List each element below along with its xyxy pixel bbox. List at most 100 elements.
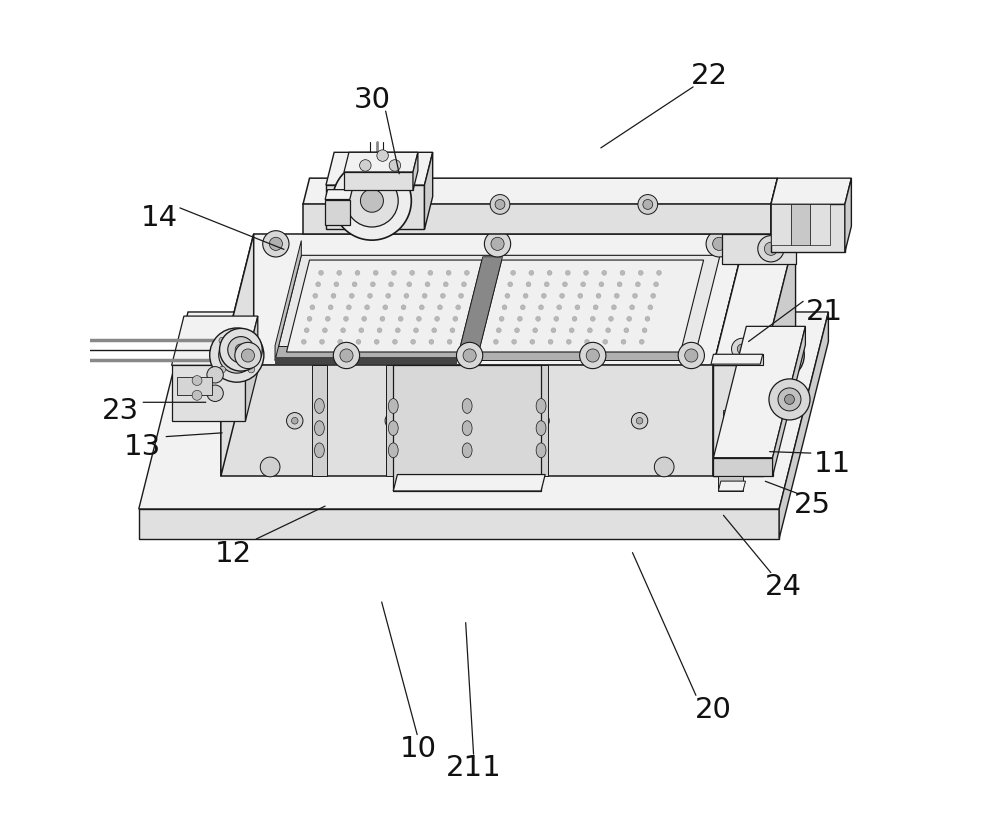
Circle shape — [307, 316, 312, 321]
Circle shape — [453, 369, 463, 379]
Circle shape — [578, 293, 583, 298]
Polygon shape — [221, 365, 713, 476]
Circle shape — [764, 242, 777, 255]
Circle shape — [511, 270, 516, 275]
Circle shape — [785, 395, 794, 405]
Circle shape — [255, 415, 264, 425]
Circle shape — [651, 293, 656, 298]
Circle shape — [334, 282, 339, 287]
Circle shape — [640, 369, 650, 379]
Circle shape — [296, 438, 305, 448]
Circle shape — [389, 282, 394, 287]
Circle shape — [438, 305, 442, 310]
Circle shape — [344, 316, 348, 321]
Circle shape — [635, 282, 640, 287]
Polygon shape — [718, 476, 743, 491]
Circle shape — [505, 293, 510, 298]
Circle shape — [414, 328, 418, 333]
Circle shape — [349, 293, 354, 298]
Polygon shape — [713, 234, 746, 476]
Circle shape — [192, 391, 202, 401]
Circle shape — [773, 348, 786, 361]
Circle shape — [530, 339, 535, 344]
Text: 24: 24 — [765, 573, 802, 601]
Circle shape — [459, 293, 464, 298]
Polygon shape — [713, 234, 796, 365]
Circle shape — [391, 270, 396, 275]
Polygon shape — [479, 260, 704, 352]
Circle shape — [287, 413, 303, 429]
Circle shape — [442, 415, 452, 425]
Ellipse shape — [293, 445, 309, 455]
Circle shape — [737, 344, 747, 354]
Circle shape — [328, 305, 333, 310]
Circle shape — [210, 328, 264, 383]
Polygon shape — [303, 178, 777, 204]
Polygon shape — [275, 241, 301, 360]
Polygon shape — [413, 153, 418, 190]
Circle shape — [365, 305, 370, 310]
Circle shape — [440, 293, 445, 298]
Circle shape — [606, 328, 611, 333]
Circle shape — [758, 236, 784, 262]
Circle shape — [450, 328, 455, 333]
Circle shape — [523, 293, 528, 298]
Circle shape — [562, 282, 567, 287]
Polygon shape — [713, 327, 805, 458]
Polygon shape — [711, 355, 763, 365]
Circle shape — [290, 461, 300, 471]
Circle shape — [581, 282, 586, 287]
Circle shape — [346, 305, 351, 310]
Circle shape — [638, 270, 643, 275]
Circle shape — [722, 415, 732, 425]
Circle shape — [348, 415, 358, 425]
Polygon shape — [326, 153, 433, 186]
Polygon shape — [763, 234, 796, 476]
Circle shape — [520, 305, 525, 310]
Ellipse shape — [388, 420, 398, 435]
Polygon shape — [458, 257, 502, 355]
Circle shape — [367, 293, 372, 298]
Circle shape — [648, 305, 653, 310]
Circle shape — [512, 339, 517, 344]
Circle shape — [372, 200, 382, 209]
Ellipse shape — [462, 420, 472, 435]
Circle shape — [526, 282, 531, 287]
Circle shape — [411, 339, 416, 344]
Polygon shape — [275, 346, 694, 360]
Polygon shape — [460, 365, 475, 476]
Polygon shape — [221, 234, 254, 476]
Polygon shape — [172, 316, 258, 365]
Polygon shape — [386, 365, 401, 476]
Circle shape — [228, 337, 254, 363]
Circle shape — [769, 415, 779, 425]
Circle shape — [464, 270, 469, 275]
Circle shape — [763, 338, 796, 371]
Circle shape — [706, 231, 732, 257]
Circle shape — [435, 316, 440, 321]
Circle shape — [656, 270, 661, 275]
Circle shape — [373, 270, 378, 275]
Circle shape — [356, 339, 361, 344]
Circle shape — [235, 344, 247, 355]
Circle shape — [630, 305, 635, 310]
Circle shape — [459, 413, 475, 429]
Circle shape — [654, 282, 659, 287]
Circle shape — [711, 461, 721, 471]
Polygon shape — [771, 178, 851, 204]
Circle shape — [325, 316, 330, 321]
Polygon shape — [779, 312, 828, 539]
Circle shape — [687, 369, 697, 379]
Polygon shape — [723, 410, 753, 424]
Circle shape — [291, 417, 298, 424]
Circle shape — [775, 392, 785, 402]
Circle shape — [629, 415, 639, 425]
Circle shape — [316, 282, 321, 287]
Circle shape — [633, 293, 637, 298]
Circle shape — [425, 282, 430, 287]
Polygon shape — [245, 316, 258, 420]
Polygon shape — [845, 178, 851, 253]
Circle shape — [269, 237, 282, 250]
Circle shape — [728, 392, 738, 402]
Text: 13: 13 — [124, 433, 161, 461]
